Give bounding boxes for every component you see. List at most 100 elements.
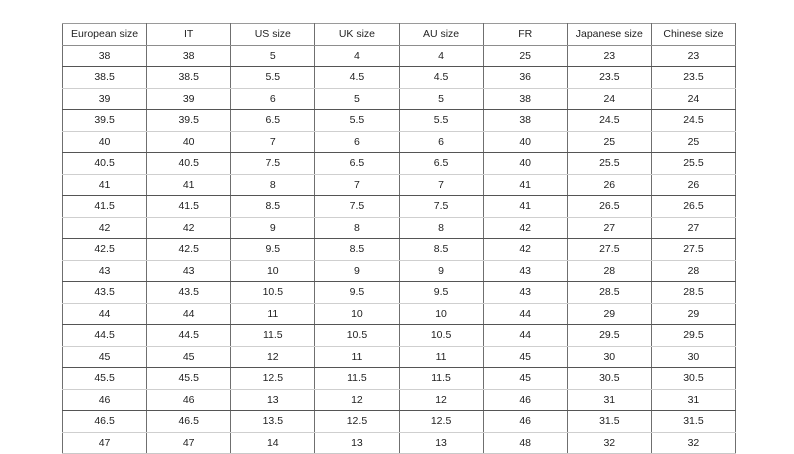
table-cell: 38.5 xyxy=(146,66,232,89)
table-cell: 27 xyxy=(650,216,737,239)
table-cell: 9 xyxy=(398,259,484,282)
table-cell: 41.5 xyxy=(61,195,148,218)
table-cell: 9 xyxy=(230,216,316,239)
table-cell: 38 xyxy=(61,44,148,67)
table-cell: 28.5 xyxy=(650,281,737,304)
table-cell: 44.5 xyxy=(61,324,148,347)
table-cell: 38.5 xyxy=(61,66,148,89)
table-cell: 40.5 xyxy=(146,152,232,175)
table-cell: 30 xyxy=(650,345,737,368)
table-cell: 46 xyxy=(482,410,568,433)
table-cell: 13 xyxy=(398,431,484,454)
table-row: 41.5 41.5 8.5 7.5 7.5 41 26.5 26.5 xyxy=(61,195,737,218)
table-cell: 12.5 xyxy=(314,410,400,433)
table-body: 38 38 5 4 4 25 23 23 38.5 38.5 5.5 4.5 4.5 36 23.5 23.5… xyxy=(61,44,737,454)
table-cell: 43 xyxy=(146,259,232,282)
table-row: 45 45 12 11 11 45 30 30 xyxy=(61,345,737,368)
table-row: 42.5 42.5 9.5 8.5 8.5 42 27.5 27.5 xyxy=(61,238,737,261)
table-cell: 28.5 xyxy=(566,281,652,304)
table-cell: 12.5 xyxy=(398,410,484,433)
table-cell: 46 xyxy=(61,388,148,411)
table-cell: 43.5 xyxy=(61,281,148,304)
table-row: 40.5 40.5 7.5 6.5 6.5 40 25.5 25.5 xyxy=(61,152,737,175)
table-cell: 29 xyxy=(650,302,737,325)
table-cell: 31.5 xyxy=(566,410,652,433)
column-header-5: FR xyxy=(482,23,568,46)
table-cell: 11.5 xyxy=(230,324,316,347)
table-cell: 8.5 xyxy=(398,238,484,261)
table-cell: 5.5 xyxy=(230,66,316,89)
table-cell: 5.5 xyxy=(398,109,484,132)
table-cell: 7.5 xyxy=(314,195,400,218)
table-cell: 24 xyxy=(566,87,652,110)
table-cell: 38 xyxy=(146,44,232,67)
table-cell: 8 xyxy=(398,216,484,239)
table-cell: 40 xyxy=(482,152,568,175)
table-cell: 42 xyxy=(61,216,148,239)
table-cell: 23.5 xyxy=(566,66,652,89)
table-cell: 42 xyxy=(146,216,232,239)
table-cell: 9.5 xyxy=(314,281,400,304)
table-cell: 10 xyxy=(230,259,316,282)
table-cell: 44 xyxy=(146,302,232,325)
table-cell: 6 xyxy=(314,130,400,153)
table-cell: 39.5 xyxy=(61,109,148,132)
table-row: 38.5 38.5 5.5 4.5 4.5 36 23.5 23.5 xyxy=(61,66,737,89)
table-cell: 31 xyxy=(650,388,737,411)
table-cell: 45.5 xyxy=(146,367,232,390)
table-header: European size IT US size UK size AU size FR Ja… xyxy=(61,23,737,46)
table-cell: 47 xyxy=(61,431,148,454)
column-header-2: US size xyxy=(230,23,316,46)
table-cell: 5 xyxy=(314,87,400,110)
table-cell: 10.5 xyxy=(314,324,400,347)
table-cell: 24 xyxy=(650,87,737,110)
table-cell: 40 xyxy=(146,130,232,153)
table-cell: 41.5 xyxy=(146,195,232,218)
table-cell: 31.5 xyxy=(650,410,737,433)
table-cell: 27.5 xyxy=(566,238,652,261)
table-cell: 38 xyxy=(482,87,568,110)
table-cell: 26.5 xyxy=(566,195,652,218)
table-cell: 8.5 xyxy=(230,195,316,218)
table-cell: 26 xyxy=(566,173,652,196)
table-cell: 12.5 xyxy=(230,367,316,390)
table-cell: 12 xyxy=(314,388,400,411)
table-row: 39 39 6 5 5 38 24 24 xyxy=(61,87,737,110)
table-row: 38 38 5 4 4 25 23 23 xyxy=(61,44,737,67)
table-cell: 12 xyxy=(398,388,484,411)
table-cell: 39 xyxy=(61,87,148,110)
table-cell: 11.5 xyxy=(314,367,400,390)
table-cell: 25 xyxy=(566,130,652,153)
table-cell: 46 xyxy=(482,388,568,411)
table-cell: 45 xyxy=(61,345,148,368)
table-cell: 11 xyxy=(314,345,400,368)
table-cell: 36 xyxy=(482,66,568,89)
table-cell: 46.5 xyxy=(146,410,232,433)
table-cell: 45 xyxy=(482,367,568,390)
column-header-3: UK size xyxy=(314,23,400,46)
table-cell: 30.5 xyxy=(650,367,737,390)
table-cell: 24.5 xyxy=(566,109,652,132)
table-row: 45.5 45.5 12.5 11.5 11.5 45 30.5 30.5 xyxy=(61,367,737,390)
table-cell: 4.5 xyxy=(398,66,484,89)
table-cell: 46.5 xyxy=(61,410,148,433)
table-row: 44 44 11 10 10 44 29 29 xyxy=(61,302,737,325)
table-cell: 6 xyxy=(230,87,316,110)
table-cell: 44 xyxy=(61,302,148,325)
table-cell: 11 xyxy=(398,345,484,368)
table-row: 47 47 14 13 13 48 32 32 xyxy=(61,431,737,454)
table-cell: 43 xyxy=(61,259,148,282)
table-cell: 32 xyxy=(650,431,737,454)
table-row: 42 42 9 8 8 42 27 27 xyxy=(61,216,737,239)
table-cell: 25.5 xyxy=(650,152,737,175)
table-cell: 31 xyxy=(566,388,652,411)
table-cell: 9 xyxy=(314,259,400,282)
table-row: 39.5 39.5 6.5 5.5 5.5 38 24.5 24.5 xyxy=(61,109,737,132)
table-cell: 46 xyxy=(146,388,232,411)
table-cell: 13.5 xyxy=(230,410,316,433)
table-cell: 6.5 xyxy=(314,152,400,175)
column-header-4: AU size xyxy=(398,23,484,46)
table-cell: 28 xyxy=(566,259,652,282)
table-cell: 6 xyxy=(398,130,484,153)
size-conversion-table: European size IT US size UK size AU size FR Ja… xyxy=(61,23,737,454)
